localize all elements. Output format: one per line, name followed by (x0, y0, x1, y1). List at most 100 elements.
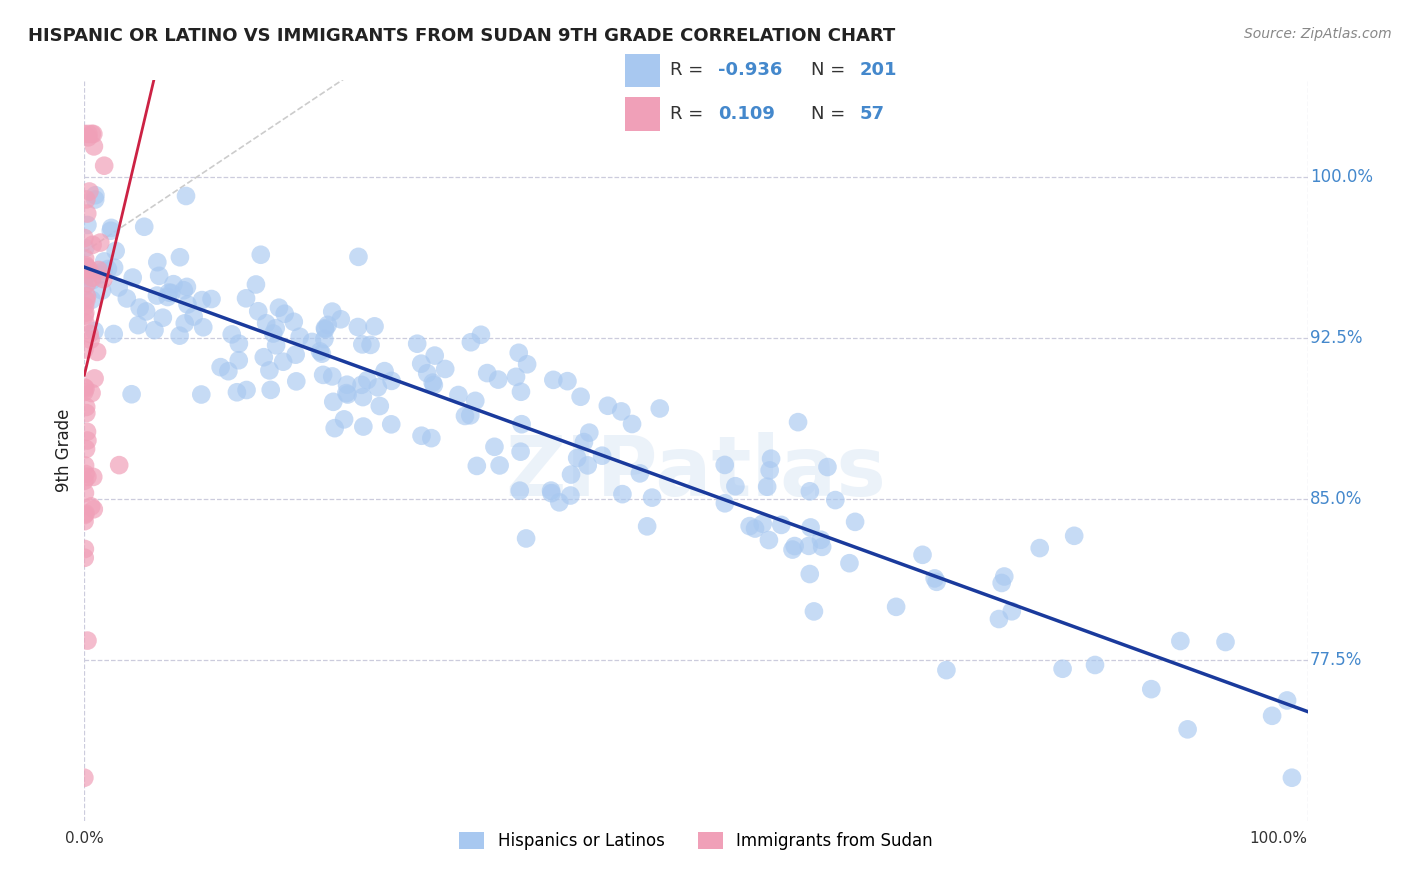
Point (713, 458, 735, 472)
Point (93, 272, 115, 286)
Point (73, 541, 96, 556)
Point (799, 567, 821, 582)
Text: 0.0%: 0.0% (65, 831, 104, 847)
Point (75, 442, 97, 456)
Point (75, 293, 97, 308)
Point (347, 320, 370, 334)
Point (86, 344, 108, 359)
Point (134, 219, 156, 234)
Point (135, 304, 157, 318)
Point (173, 283, 195, 297)
Point (75, 382, 97, 396)
Point (73, 514, 96, 528)
Point (228, 336, 250, 351)
Point (641, 491, 664, 505)
Point (267, 301, 290, 315)
Point (76, 425, 98, 439)
Point (360, 338, 382, 352)
Point (422, 376, 444, 390)
Point (509, 483, 531, 498)
Point (160, 285, 183, 300)
Point (1170, 634, 1192, 648)
Point (285, 375, 308, 389)
Point (321, 304, 343, 318)
Point (97, 262, 120, 277)
Point (75, 241, 97, 255)
Point (76, 218, 98, 232)
Point (209, 360, 232, 375)
Point (1215, 635, 1237, 649)
Point (73, 231, 96, 245)
Point (253, 350, 276, 364)
Point (89, 268, 111, 282)
Text: R =: R = (671, 62, 709, 79)
Point (477, 366, 499, 380)
Point (993, 569, 1015, 583)
Point (352, 390, 374, 404)
Point (77, 130, 100, 145)
Point (811, 540, 834, 554)
Point (75, 306, 97, 320)
Point (249, 248, 271, 262)
Text: HISPANIC OR LATINO VS IMMIGRANTS FROM SUDAN 9TH GRADE CORRELATION CHART: HISPANIC OR LATINO VS IMMIGRANTS FROM SU… (28, 27, 896, 45)
Point (454, 409, 477, 423)
Text: 100.0%: 100.0% (1310, 168, 1374, 186)
Point (434, 362, 457, 376)
Y-axis label: 9th Grade: 9th Grade (55, 409, 73, 492)
Point (262, 326, 284, 341)
Point (288, 329, 311, 343)
Text: 201: 201 (859, 62, 897, 79)
Point (80, 127, 103, 141)
Point (73, 384, 96, 399)
Point (128, 301, 150, 315)
Point (423, 378, 446, 392)
Point (567, 450, 589, 465)
Point (1063, 529, 1085, 543)
Point (844, 515, 866, 529)
Text: R =: R = (671, 105, 709, 123)
Point (100, 220, 122, 235)
Point (759, 451, 782, 466)
Point (73, 309, 96, 323)
Point (235, 383, 257, 397)
Point (75, 252, 97, 266)
Point (591, 449, 613, 463)
Point (738, 519, 761, 533)
Point (226, 385, 249, 400)
Point (333, 412, 356, 426)
Point (1281, 771, 1303, 785)
Point (73, 550, 96, 565)
Point (714, 496, 737, 510)
Point (75, 315, 97, 329)
Text: 77.5%: 77.5% (1310, 650, 1362, 669)
Point (363, 319, 385, 334)
Point (79, 266, 101, 280)
Point (73, 127, 96, 141)
Point (368, 399, 391, 413)
Point (416, 366, 439, 380)
Point (621, 417, 644, 431)
Point (935, 663, 957, 677)
Point (82, 127, 104, 141)
Point (548, 495, 571, 509)
Point (458, 409, 481, 423)
Point (127, 318, 149, 333)
Point (271, 355, 294, 369)
Point (93, 264, 115, 278)
Point (516, 357, 538, 371)
Point (75, 266, 97, 280)
Point (990, 576, 1012, 591)
Point (1084, 658, 1107, 673)
Point (335, 386, 357, 401)
Point (1052, 662, 1074, 676)
Point (75, 458, 97, 473)
Point (557, 374, 579, 388)
Point (987, 612, 1010, 626)
Point (560, 489, 582, 503)
Point (75, 467, 97, 481)
Point (245, 277, 267, 292)
Point (146, 288, 169, 302)
Point (1140, 682, 1163, 697)
Point (800, 520, 823, 534)
Point (75, 258, 97, 272)
